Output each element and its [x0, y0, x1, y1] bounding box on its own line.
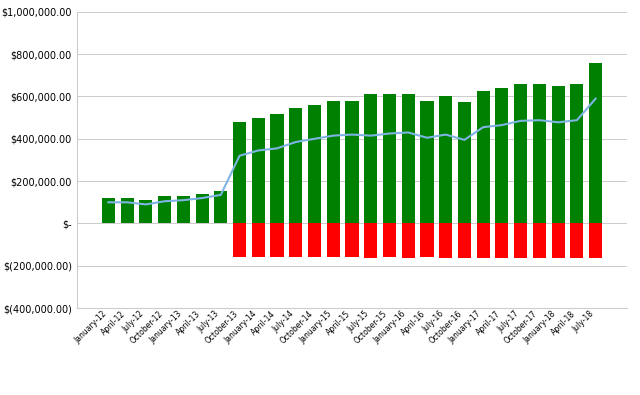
Bar	[533, 84, 546, 224]
Bar	[495, 224, 509, 258]
Bar	[195, 194, 209, 224]
Bar	[326, 101, 340, 224]
Net worth	[573, 118, 580, 122]
Bar	[402, 94, 415, 224]
Bar	[383, 94, 396, 224]
Bar	[477, 91, 490, 224]
Net worth	[104, 200, 112, 205]
Net worth	[236, 153, 243, 158]
Net worth	[198, 196, 206, 200]
Bar	[514, 84, 527, 224]
Net worth	[217, 192, 225, 197]
Net worth	[310, 136, 318, 141]
Bar	[308, 105, 321, 224]
Bar	[458, 102, 471, 224]
Net worth	[142, 202, 150, 207]
Bar	[458, 224, 471, 258]
Net worth	[179, 198, 187, 203]
Net worth	[423, 135, 431, 140]
Bar	[439, 224, 452, 258]
Bar	[570, 84, 584, 224]
Bar	[233, 224, 246, 257]
Net worth	[592, 96, 600, 101]
Bar	[233, 122, 246, 224]
Net worth	[404, 130, 412, 135]
Bar	[420, 101, 433, 224]
Bar	[477, 224, 490, 258]
Net worth	[255, 148, 262, 153]
Bar	[346, 101, 358, 224]
Bar	[177, 196, 190, 224]
Line: Net worth: Net worth	[108, 99, 596, 205]
Bar	[420, 224, 433, 257]
Bar	[402, 224, 415, 258]
Bar	[439, 96, 452, 224]
Bar	[533, 224, 546, 258]
Bar	[252, 118, 265, 224]
Bar	[346, 224, 358, 257]
Net worth	[273, 146, 281, 151]
Net worth	[124, 200, 131, 205]
Bar	[289, 224, 302, 257]
Bar	[364, 94, 378, 224]
Net worth	[348, 132, 356, 137]
Net worth	[386, 131, 394, 136]
Bar	[589, 224, 602, 258]
Bar	[383, 224, 396, 257]
Net worth	[479, 125, 487, 130]
Net worth	[292, 139, 300, 144]
Net worth	[367, 133, 374, 138]
Net worth	[161, 199, 168, 203]
Bar	[158, 196, 171, 224]
Bar	[495, 88, 509, 224]
Bar	[589, 63, 602, 224]
Net worth	[442, 132, 449, 137]
Bar	[102, 198, 115, 224]
Bar	[214, 191, 227, 224]
Net worth	[517, 118, 525, 123]
Net worth	[554, 120, 562, 125]
Bar	[120, 198, 134, 224]
Net worth	[330, 133, 337, 138]
Net worth	[536, 118, 543, 122]
Bar	[552, 224, 564, 258]
Bar	[271, 115, 284, 224]
Bar	[289, 108, 302, 224]
Bar	[326, 224, 340, 257]
Bar	[364, 224, 378, 258]
Bar	[140, 200, 152, 224]
Bar	[271, 224, 284, 257]
Bar	[308, 224, 321, 257]
Bar	[570, 224, 584, 258]
Net worth	[461, 137, 468, 142]
Bar	[552, 86, 564, 224]
Bar	[514, 224, 527, 258]
Bar	[252, 224, 265, 257]
Net worth	[498, 123, 506, 128]
